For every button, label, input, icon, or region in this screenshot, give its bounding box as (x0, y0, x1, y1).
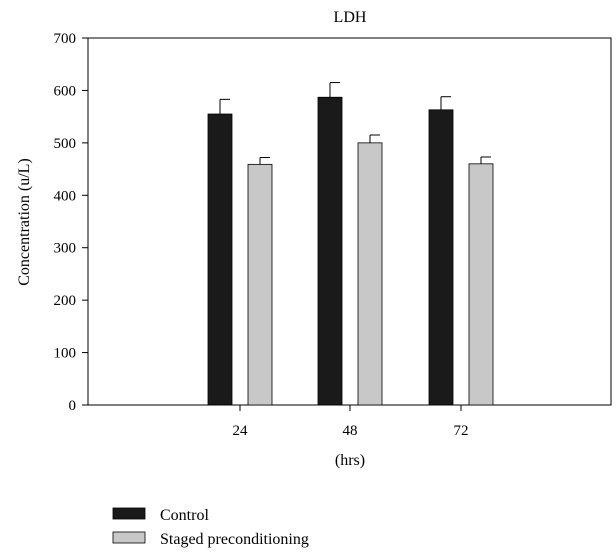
bar-control-48 (317, 96, 343, 406)
x-axis: 24 48 72 (233, 405, 469, 439)
y-tick-label: 600 (54, 83, 77, 99)
y-tick-label: 400 (54, 188, 77, 204)
x-axis-title: (hrs) (335, 452, 365, 469)
bar-control-72 (428, 109, 454, 406)
bar-control-24 (207, 113, 233, 406)
legend-label-staged-preconditioning: Staged preconditioning (160, 531, 309, 548)
bar-staged-preconditioning-48 (357, 142, 383, 406)
y-tick-label: 500 (54, 136, 77, 152)
bar-series-group (207, 82, 494, 406)
chart-title: LDH (334, 9, 367, 26)
legend-label-control: Control (160, 507, 209, 524)
x-tick-label: 48 (343, 423, 358, 439)
x-tick-label: 72 (454, 423, 469, 439)
y-tick-label: 100 (54, 346, 77, 362)
bar-staged-preconditioning-24 (247, 163, 273, 406)
legend-swatch-staged-preconditioning (112, 531, 146, 544)
legend: Control Staged preconditioning (112, 507, 309, 548)
y-axis: 0 100 200 300 400 500 600 700 (54, 31, 88, 414)
y-tick-label: 700 (54, 31, 77, 47)
bar-staged-preconditioning-72 (468, 163, 494, 406)
y-axis-title: Concentration (u/L) (16, 158, 33, 286)
y-tick-label: 200 (54, 293, 77, 309)
plot-frame (87, 37, 612, 406)
y-tick-label: 0 (69, 398, 77, 414)
legend-swatch-control (112, 507, 146, 520)
y-tick-label: 300 (54, 241, 77, 257)
x-tick-label: 24 (233, 423, 249, 439)
